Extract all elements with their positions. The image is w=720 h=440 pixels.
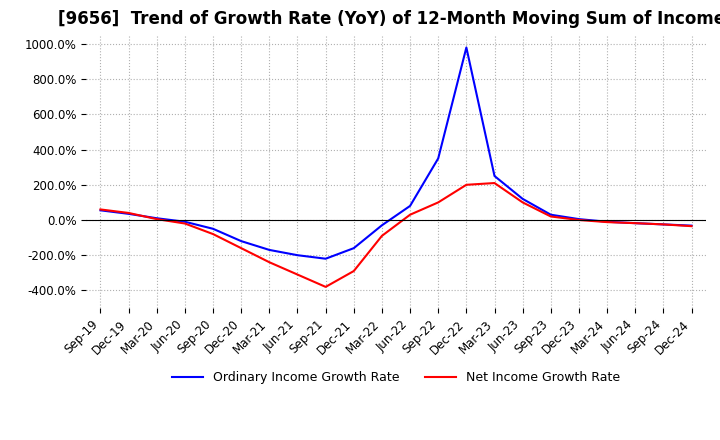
Net Income Growth Rate (434, 200, 443, 205)
Net Income Growth Rate (603, 220, 611, 225)
Ordinary Income Growth Rate (181, 219, 189, 224)
Ordinary Income Growth Rate (237, 238, 246, 244)
Net Income Growth Rate (518, 200, 527, 205)
Ordinary Income Growth Rate (631, 220, 639, 226)
Ordinary Income Growth Rate (434, 156, 443, 161)
Net Income Growth Rate (631, 220, 639, 226)
Net Income Growth Rate (293, 272, 302, 277)
Net Income Growth Rate (125, 210, 133, 216)
Net Income Growth Rate (96, 207, 105, 212)
Ordinary Income Growth Rate (603, 219, 611, 224)
Net Income Growth Rate (490, 180, 499, 186)
Ordinary Income Growth Rate (125, 211, 133, 216)
Title: [9656]  Trend of Growth Rate (YoY) of 12-Month Moving Sum of Incomes: [9656] Trend of Growth Rate (YoY) of 12-… (58, 10, 720, 28)
Ordinary Income Growth Rate (687, 223, 696, 228)
Ordinary Income Growth Rate (406, 203, 415, 209)
Net Income Growth Rate (659, 222, 667, 227)
Net Income Growth Rate (406, 212, 415, 217)
Ordinary Income Growth Rate (518, 196, 527, 202)
Net Income Growth Rate (349, 268, 358, 274)
Ordinary Income Growth Rate (265, 247, 274, 253)
Ordinary Income Growth Rate (293, 253, 302, 258)
Ordinary Income Growth Rate (490, 173, 499, 179)
Net Income Growth Rate (546, 214, 555, 219)
Net Income Growth Rate (377, 233, 386, 238)
Ordinary Income Growth Rate (659, 222, 667, 227)
Net Income Growth Rate (181, 221, 189, 226)
Line: Net Income Growth Rate: Net Income Growth Rate (101, 183, 691, 287)
Ordinary Income Growth Rate (96, 208, 105, 213)
Ordinary Income Growth Rate (349, 246, 358, 251)
Legend: Ordinary Income Growth Rate, Net Income Growth Rate: Ordinary Income Growth Rate, Net Income … (167, 366, 625, 389)
Ordinary Income Growth Rate (153, 216, 161, 221)
Net Income Growth Rate (237, 246, 246, 251)
Ordinary Income Growth Rate (209, 226, 217, 231)
Net Income Growth Rate (575, 217, 583, 223)
Ordinary Income Growth Rate (377, 223, 386, 228)
Net Income Growth Rate (462, 182, 471, 187)
Ordinary Income Growth Rate (575, 216, 583, 222)
Net Income Growth Rate (321, 284, 330, 290)
Ordinary Income Growth Rate (462, 45, 471, 50)
Net Income Growth Rate (265, 260, 274, 265)
Ordinary Income Growth Rate (546, 212, 555, 217)
Net Income Growth Rate (687, 224, 696, 229)
Line: Ordinary Income Growth Rate: Ordinary Income Growth Rate (101, 48, 691, 259)
Net Income Growth Rate (153, 216, 161, 222)
Ordinary Income Growth Rate (321, 256, 330, 261)
Net Income Growth Rate (209, 231, 217, 237)
